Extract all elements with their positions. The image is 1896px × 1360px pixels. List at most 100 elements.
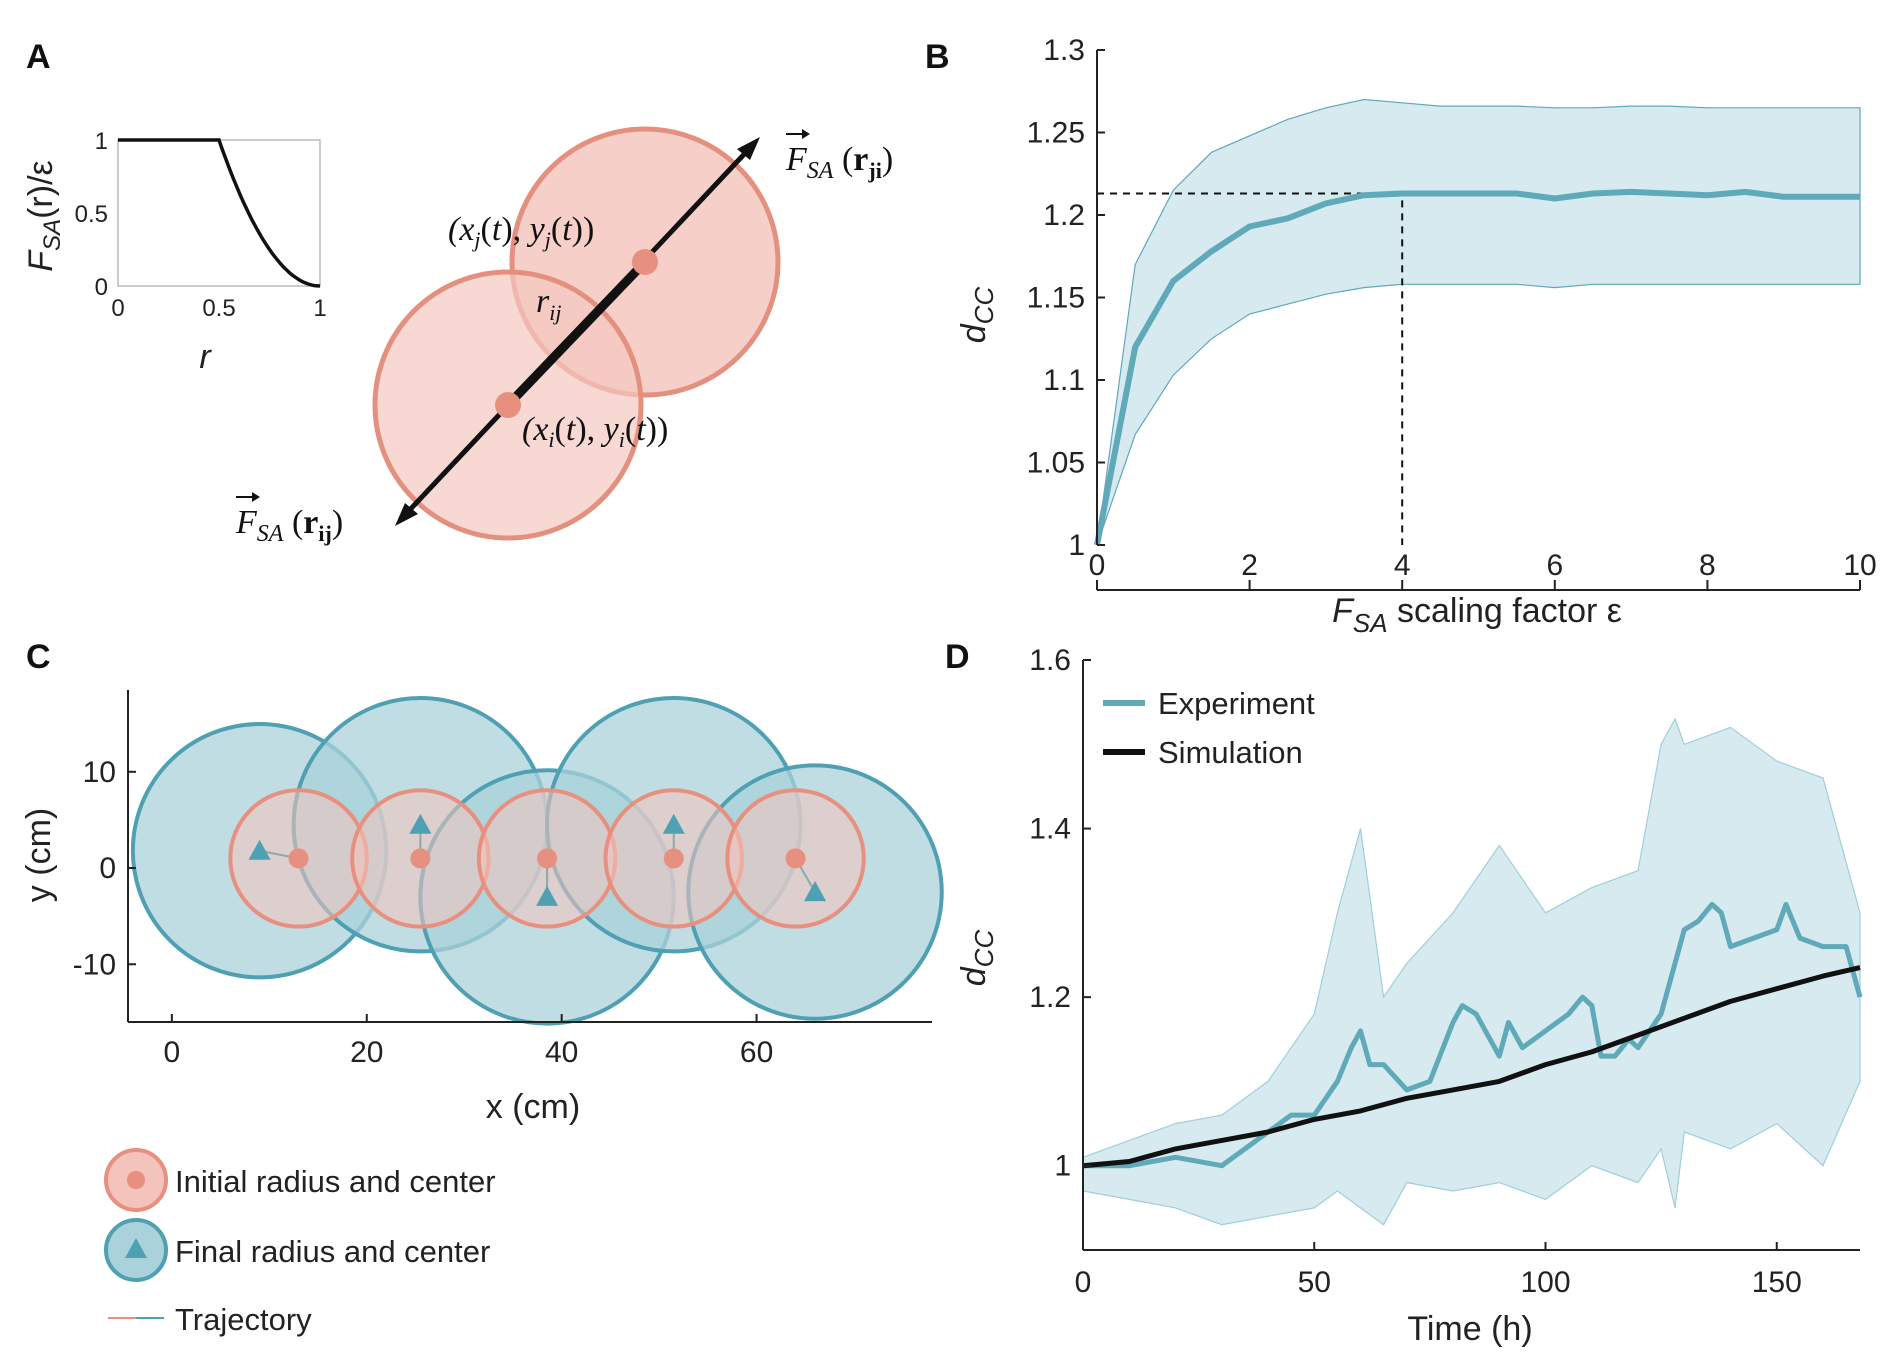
- panel-d: D 0 50 100 150 1 1.2 1.4 1.6 Time (h) dCC Exper…: [945, 638, 1863, 1348]
- inset-ytick-label: 1: [95, 128, 108, 155]
- final-center-triangle-icon: [662, 813, 685, 834]
- b-ytick-label: 1.25: [1027, 117, 1085, 150]
- b-xtick-label: 10: [1843, 549, 1876, 582]
- b-ytick-label: 1.05: [1027, 447, 1085, 480]
- d-xtick-label: 0: [1075, 1266, 1092, 1299]
- inset-xtick-label: 0: [111, 295, 124, 322]
- plot-c: 0 20 40 60 10 0 -10: [73, 690, 944, 1069]
- d-legend: Experiment Simulation: [1103, 686, 1315, 770]
- panel-c: C 0 20 40 60 10 0 -10 x (cm) y (cm) Initial ra…: [20, 638, 944, 1337]
- c-legend: Initial radius and center Final radius a…: [104, 1148, 496, 1337]
- b-mean-line: [1094, 188, 1860, 546]
- d-ytick-label: 1.6: [1029, 644, 1071, 677]
- inset-curve: [118, 138, 321, 288]
- d-ticks: 0 50 100 150 1 1.2 1.4 1.6: [1029, 644, 1802, 1299]
- d-confidence-band: [1082, 717, 1861, 1226]
- final-center-triangle-icon: [804, 881, 827, 902]
- distance-segment: [504, 258, 649, 409]
- legend-experiment-label: Experiment: [1158, 686, 1315, 721]
- c-ytick-label: 10: [83, 756, 116, 789]
- label-force-ij: FSA (rij): [235, 492, 343, 547]
- c-xtick-label: 40: [545, 1036, 578, 1069]
- panel-letter-d: D: [945, 638, 970, 676]
- inset-xtick-label: 0.5: [202, 295, 235, 322]
- panel-a: A 00 0.5 0.5 1 1 r FSA(r)/ε (xj(t), yj(t)): [22, 38, 893, 547]
- b-confidence-band: [1096, 98, 1861, 546]
- plot-b: 0 2 4 6 8 10 1 1.05 1.1 1.15 1.2 1.25 1.3: [1027, 34, 1877, 591]
- arrowhead-ji-icon: [737, 137, 760, 160]
- inset-ticks: 00 0.5 0.5 1 1: [75, 128, 327, 322]
- inset-ytick-label: 0: [95, 274, 108, 301]
- svg-text:FSA(r)/ε: FSA(r)/ε: [22, 160, 66, 271]
- b-ytick-label: 1.3: [1043, 34, 1085, 67]
- c-ytick-label: 0: [99, 852, 116, 885]
- b-ytick-label: 1: [1068, 529, 1085, 562]
- c-xtick-label: 60: [740, 1036, 773, 1069]
- svg-text:dCC: dCC: [955, 930, 999, 987]
- b-xtick-label: 2: [1241, 549, 1258, 582]
- inset-frame: [117, 139, 321, 287]
- c-ylabel: y (cm): [20, 808, 58, 902]
- inset-ylabel-sub: SA: [39, 219, 66, 251]
- label-force-ji: FSA (rji): [785, 129, 893, 184]
- label-position-i: (xi(t), yi(t)): [522, 411, 668, 452]
- c-xtick-label: 0: [164, 1036, 181, 1069]
- d-ytick-label: 1.4: [1029, 813, 1071, 846]
- final-center-triangle-icon: [409, 813, 432, 834]
- initial-center-dot: [663, 848, 684, 869]
- b-xtick-label: 8: [1699, 549, 1716, 582]
- d-ytick-label: 1: [1054, 1150, 1071, 1183]
- b-ylabel: dCC: [955, 287, 999, 344]
- b-ticks: 0 2 4 6 8 10 1 1.05 1.1 1.15 1.2 1.25 1.3: [1027, 34, 1877, 590]
- label-position-j: (xj(t), yj(t)): [448, 211, 594, 252]
- b-xtick-label: 6: [1546, 549, 1563, 582]
- c-ytick-label: -10: [73, 948, 116, 981]
- b-ytick-label: 1.2: [1043, 199, 1085, 232]
- legend-initial-dot: [127, 1171, 145, 1189]
- b-xtick-label: 4: [1394, 549, 1411, 582]
- interaction-diagram: (xj(t), yj(t)) (xi(t), yi(t)) rij FSA (r…: [235, 126, 893, 547]
- d-xtick-label: 50: [1298, 1266, 1331, 1299]
- svg-text:dCC: dCC: [955, 287, 999, 344]
- final-center-triangle-icon: [536, 885, 559, 906]
- d-simulation-line: [1082, 965, 1861, 1169]
- initial-center-dot: [410, 848, 431, 869]
- inset-ytick-label: 0.5: [75, 201, 108, 228]
- c-ticks: 0 20 40 60 10 0 -10: [73, 756, 774, 1069]
- initial-center-dot: [785, 848, 806, 869]
- inset-ylabel-rest: (r)/ε: [22, 160, 60, 219]
- b-xtick-label: 0: [1089, 549, 1106, 582]
- inset-xlabel: r: [199, 338, 212, 376]
- panel-letter-b: B: [925, 38, 950, 76]
- c-xtick-label: 20: [350, 1036, 383, 1069]
- svg-text:FSA (rij): FSA (rij): [235, 504, 343, 547]
- legend-final-label: Final radius and center: [175, 1234, 490, 1269]
- inset-plot: 00 0.5 0.5 1 1 r FSA(r)/ε: [22, 128, 327, 376]
- b-xlabel: FSA scaling factor ε: [1332, 592, 1622, 638]
- d-experiment-line: [1083, 901, 1863, 1169]
- c-xlabel: x (cm): [486, 1088, 580, 1126]
- panel-letter-a: A: [26, 38, 51, 76]
- inset-ylabel: FSA(r)/ε: [22, 160, 66, 271]
- legend-trajectory-label: Trajectory: [175, 1302, 312, 1337]
- panel-b: B 0 2 4 6 8 10 1 1.05 1.1 1.15 1.2 1.25 1.3 FSA scal…: [925, 34, 1877, 638]
- b-ytick-label: 1.1: [1043, 364, 1085, 397]
- panel-letter-c: C: [26, 638, 51, 676]
- final-center-triangle-icon: [248, 839, 271, 860]
- b-ytick-label: 1.15: [1027, 282, 1085, 315]
- legend-simulation-label: Simulation: [1158, 735, 1303, 770]
- d-ylabel: dCC: [955, 930, 999, 987]
- d-xtick-label: 100: [1520, 1266, 1570, 1299]
- d-ytick-label: 1.2: [1029, 981, 1071, 1014]
- svg-text:FSA (rji): FSA (rji): [785, 141, 893, 184]
- arrowhead-ij-icon: [395, 503, 418, 526]
- d-xtick-label: 150: [1752, 1266, 1802, 1299]
- legend-final-triangle-icon: [125, 1238, 147, 1258]
- plot-d: 0 50 100 150 1 1.2 1.4 1.6: [1029, 644, 1863, 1299]
- initial-center-dot: [288, 848, 309, 869]
- legend-initial-label: Initial radius and center: [175, 1164, 496, 1199]
- d-xlabel: Time (h): [1407, 1310, 1532, 1348]
- inset-ylabel-f: F: [22, 249, 60, 272]
- inset-xtick-label: 1: [313, 295, 326, 322]
